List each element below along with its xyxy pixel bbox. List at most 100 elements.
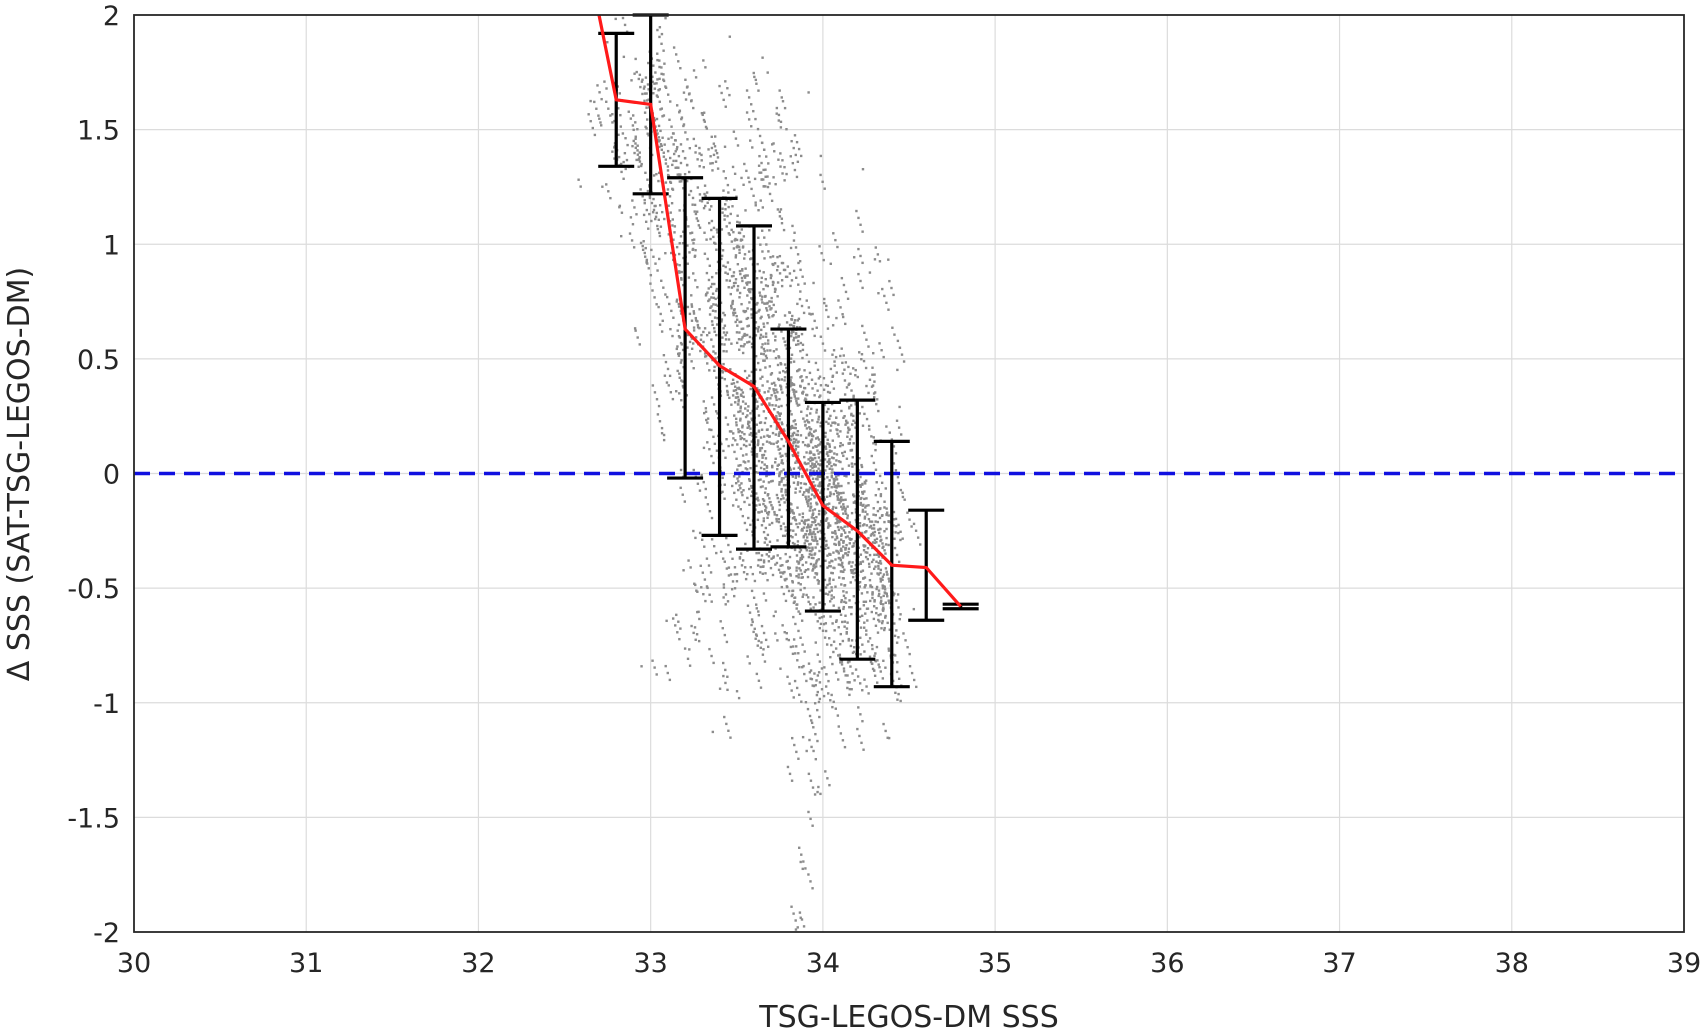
- scatter-point: [748, 421, 751, 424]
- scatter-point: [775, 561, 779, 565]
- scatter-point: [841, 315, 845, 319]
- scatter-point: [825, 452, 829, 456]
- scatter-point: [767, 513, 770, 516]
- scatter-point: [817, 513, 821, 516]
- scatter-point: [658, 77, 661, 81]
- scatter-point: [796, 302, 799, 306]
- scatter-point: [877, 487, 880, 491]
- scatter-point: [756, 330, 760, 333]
- scatter-point: [774, 182, 777, 186]
- scatter-point: [776, 539, 779, 542]
- scatter-point: [694, 536, 697, 540]
- scatter-point: [859, 279, 862, 283]
- scatter-point: [667, 233, 670, 236]
- scatter-point: [760, 178, 764, 181]
- scatter-point: [715, 376, 718, 379]
- scatter-point: [764, 332, 768, 335]
- scatter-point: [879, 577, 882, 580]
- scatter-point: [839, 563, 843, 567]
- scatter-point: [794, 397, 798, 400]
- scatter-point: [861, 614, 864, 618]
- scatter-point: [815, 411, 818, 414]
- scatter-point: [854, 403, 857, 406]
- scatter-point: [807, 306, 811, 309]
- scatter-point: [725, 225, 728, 228]
- scatter-point: [813, 539, 816, 542]
- scatter-point: [771, 431, 775, 435]
- scatter-point: [751, 572, 755, 576]
- scatter-point: [883, 588, 887, 591]
- scatter-point: [684, 78, 687, 81]
- scatter-point: [853, 679, 856, 682]
- scatter-point: [840, 409, 843, 413]
- scatter-point: [887, 736, 891, 740]
- scatter-point: [687, 276, 691, 279]
- scatter-point: [672, 159, 675, 163]
- scatter-point: [646, 262, 649, 265]
- scatter-point: [851, 473, 855, 477]
- scatter-point: [637, 77, 640, 81]
- scatter-point: [784, 452, 787, 456]
- scatter-point: [738, 269, 742, 273]
- scatter-point: [638, 156, 641, 159]
- scatter-point: [778, 272, 782, 275]
- scatter-point: [643, 85, 646, 88]
- scatter-point: [888, 431, 891, 434]
- scatter-point: [862, 359, 866, 363]
- scatter-point: [725, 722, 728, 726]
- scatter-point: [881, 677, 885, 680]
- scatter-point: [789, 385, 792, 388]
- scatter-point: [764, 185, 767, 188]
- scatter-point: [868, 565, 871, 568]
- scatter-point: [826, 503, 829, 506]
- scatter-point: [779, 564, 782, 567]
- scatter-point: [786, 675, 789, 679]
- scatter-point: [845, 627, 849, 630]
- scatter-point: [713, 369, 716, 372]
- scatter-point: [682, 124, 685, 128]
- scatter-point: [763, 463, 766, 466]
- scatter-point: [762, 271, 765, 274]
- scatter-point: [843, 368, 846, 371]
- scatter-point: [803, 369, 806, 372]
- scatter-point: [750, 257, 753, 260]
- scatter-point: [755, 400, 759, 403]
- scatter-point: [743, 274, 746, 278]
- scatter-point: [758, 291, 761, 294]
- scatter-point: [845, 475, 848, 478]
- scatter-point: [807, 498, 811, 501]
- scatter-point: [722, 586, 726, 589]
- scatter-point: [846, 674, 849, 677]
- scatter-point: [728, 396, 731, 400]
- scatter-point: [757, 551, 761, 555]
- scatter-point: [736, 380, 739, 384]
- scatter-point: [663, 217, 666, 221]
- scatter-point: [711, 730, 715, 734]
- scatter-point: [843, 568, 846, 571]
- scatter-point: [754, 432, 758, 435]
- scatter-point: [735, 195, 738, 198]
- scatter-point: [719, 491, 723, 494]
- scatter-point: [814, 546, 817, 549]
- scatter-point: [677, 166, 680, 169]
- scatter-point: [724, 208, 727, 211]
- scatter-point: [803, 455, 806, 459]
- scatter-point: [883, 520, 886, 524]
- scatter-point: [745, 376, 749, 380]
- scatter-point: [863, 331, 866, 335]
- scatter-point: [731, 165, 735, 169]
- scatter-point: [667, 137, 670, 141]
- scatter-point: [798, 612, 802, 616]
- scatter-point: [724, 681, 727, 685]
- scatter-point: [867, 424, 871, 428]
- scatter-point: [743, 438, 746, 441]
- scatter-point: [819, 154, 823, 158]
- scatter-point: [751, 490, 754, 493]
- scatter-point: [710, 135, 713, 139]
- scatter-point: [784, 529, 787, 532]
- scatter-point: [763, 450, 767, 453]
- scatter-point: [785, 321, 789, 324]
- scatter-point: [747, 288, 750, 292]
- scatter-point: [776, 411, 780, 414]
- scatter-point: [794, 343, 798, 347]
